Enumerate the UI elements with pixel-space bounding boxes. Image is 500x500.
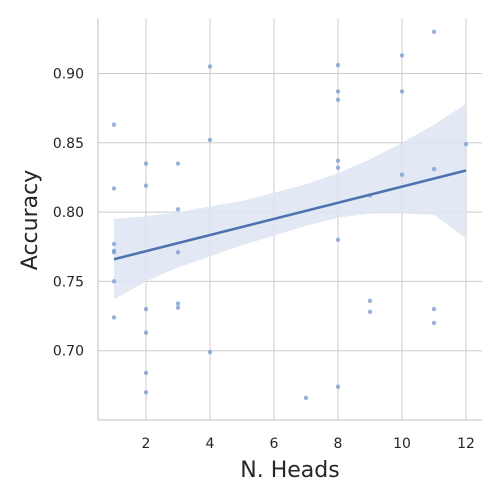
data-point (111, 279, 117, 284)
axes-spines (97, 18, 482, 421)
y-tick-label: 0.75 (53, 274, 84, 290)
data-point (207, 349, 213, 355)
data-point (431, 320, 437, 326)
x-tick-labels: 2 4 6 8 10 12 (142, 436, 475, 452)
data-point (367, 298, 373, 303)
data-point (143, 370, 149, 376)
data-point (143, 330, 149, 335)
data-point (111, 241, 117, 247)
data-point (175, 301, 181, 306)
x-tick-label: 6 (270, 436, 279, 452)
data-point (335, 237, 341, 242)
data-point (335, 89, 341, 94)
data-point (111, 186, 117, 191)
data-point (143, 161, 149, 166)
x-axis-title: N. Heads (240, 458, 339, 483)
y-tick-labels: 0.70 0.75 0.80 0.85 0.90 (53, 66, 84, 359)
data-point (335, 384, 341, 389)
data-point (111, 122, 117, 127)
data-point (431, 306, 437, 312)
y-tick-label: 0.85 (53, 136, 84, 152)
regression-line (113, 169, 467, 261)
data-point (335, 165, 341, 170)
data-point (207, 64, 213, 69)
data-point (143, 390, 149, 395)
data-point (367, 309, 373, 315)
data-point (207, 137, 213, 143)
y-tick-label: 0.70 (53, 344, 84, 360)
data-point (303, 395, 309, 401)
confidence-band (114, 103, 466, 300)
x-tick-label: 2 (142, 436, 151, 452)
data-point (431, 166, 437, 172)
y-axis-title: Accuracy (18, 170, 43, 270)
data-point (111, 315, 117, 320)
x-tick-label: 4 (206, 436, 215, 452)
data-point (335, 62, 341, 68)
data-point (399, 53, 405, 58)
data-point (175, 305, 181, 310)
data-point (431, 29, 437, 35)
data-point (143, 183, 149, 188)
data-point (399, 172, 405, 177)
data-point (111, 250, 117, 255)
x-tick-label: 12 (457, 436, 475, 452)
data-point (399, 89, 405, 94)
data-point (463, 141, 469, 147)
y-tick-label: 0.80 (53, 205, 84, 221)
data-point (335, 97, 341, 102)
data-point (175, 207, 181, 212)
data-point (175, 250, 181, 255)
data-point (143, 306, 149, 312)
y-tick-label: 0.90 (53, 66, 84, 82)
data-point (335, 158, 341, 163)
x-tick-label: 8 (334, 436, 343, 452)
x-tick-label: 10 (393, 436, 411, 452)
data-point (175, 161, 181, 166)
